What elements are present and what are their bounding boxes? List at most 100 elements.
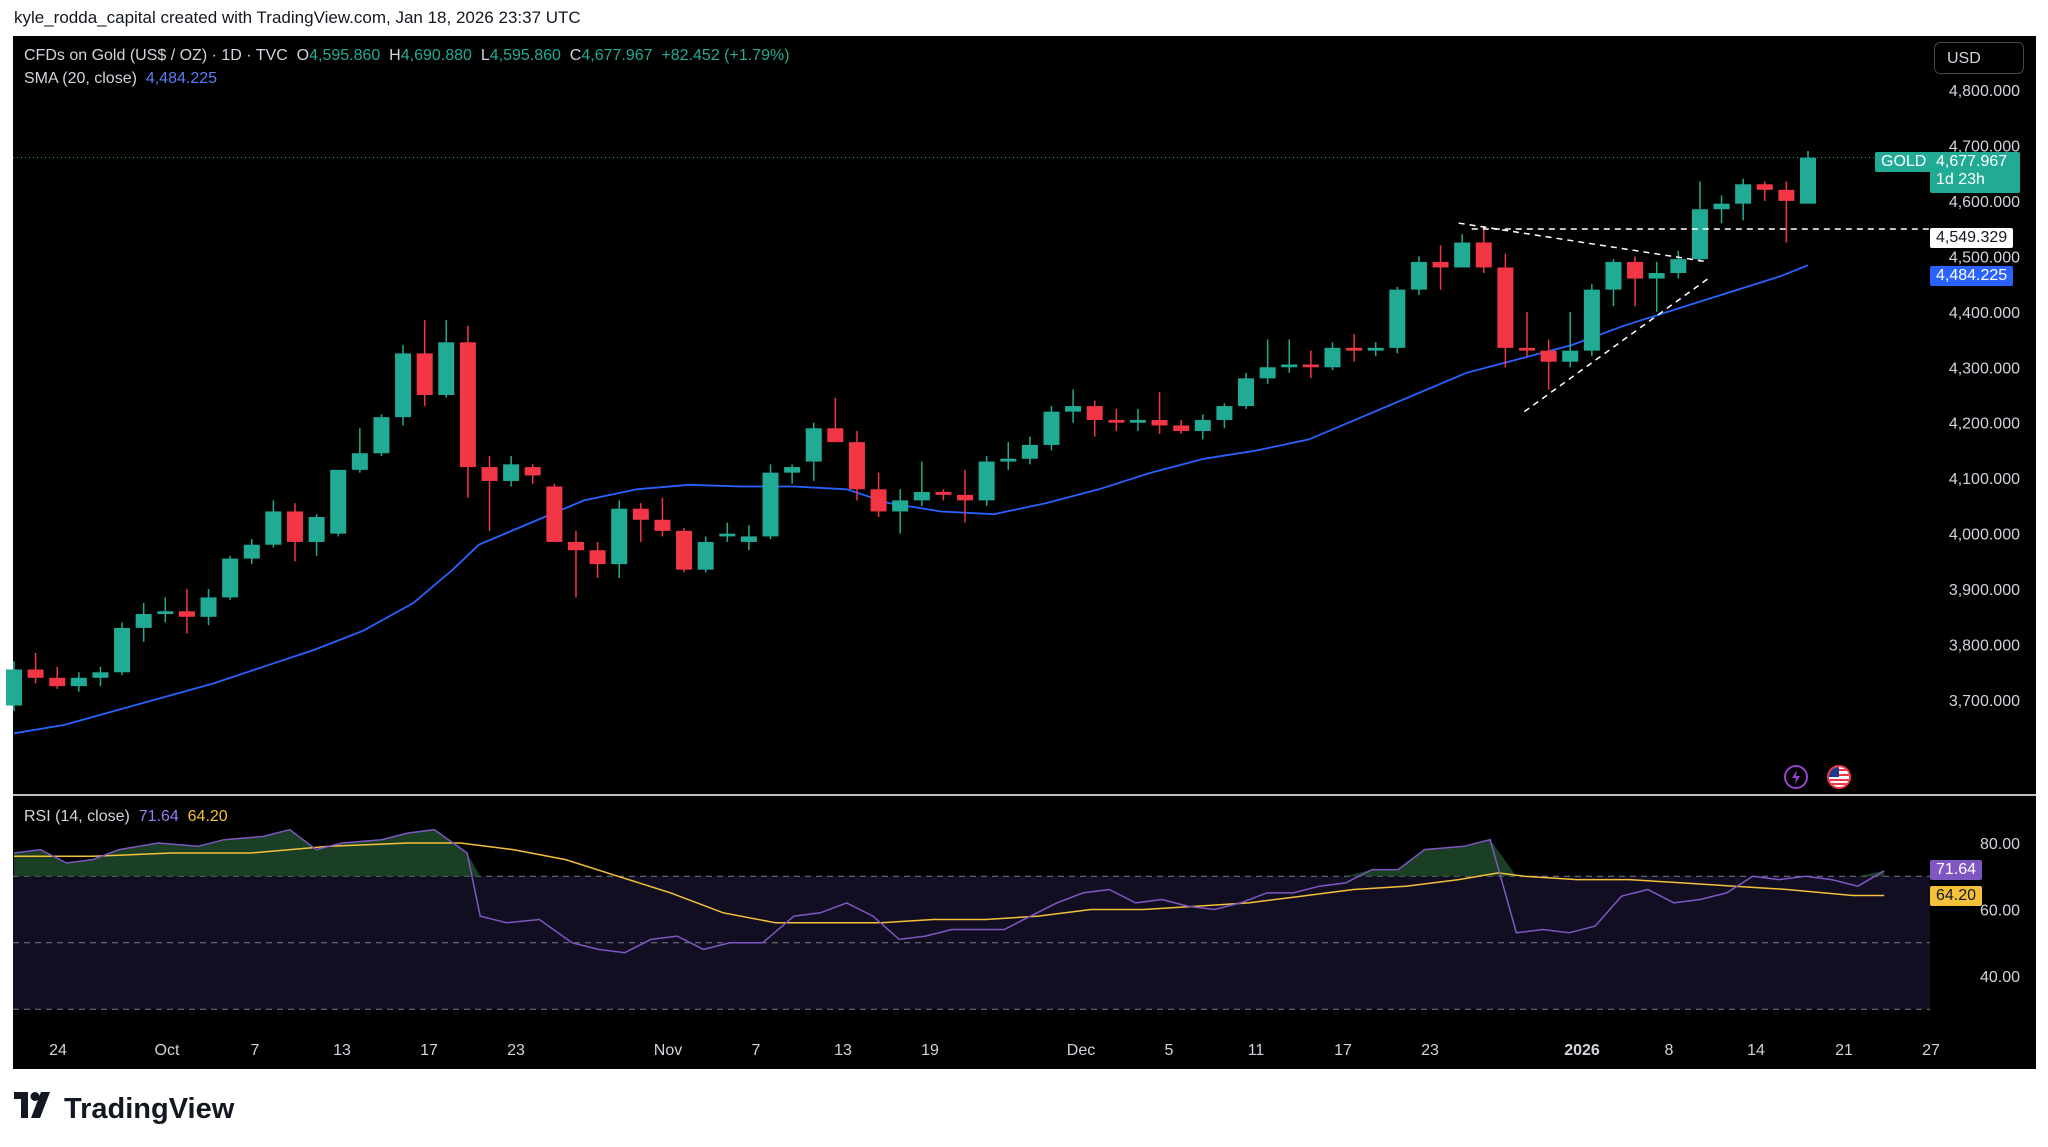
candle-body [1519, 347, 1536, 351]
price-tick-label: 4,100.000 [1949, 471, 2020, 488]
candle-body [1475, 242, 1492, 268]
time-tick-label: 21 [1835, 1042, 1853, 1059]
candle-body [481, 467, 498, 481]
time-tick-label: Nov [654, 1042, 682, 1059]
time-tick-label: 23 [1421, 1042, 1439, 1059]
high-label: H [389, 47, 401, 64]
time-tick-label: 5 [1165, 1042, 1174, 1059]
candle-body [1000, 458, 1017, 462]
price-tick-label: 4,200.000 [1949, 416, 2020, 433]
candle-body [1151, 419, 1168, 426]
candle-body [1778, 189, 1795, 201]
last-price-tag: 4,677.967 1d 23h [1930, 152, 2020, 193]
candle-body [438, 342, 455, 395]
time-tick-label: Oct [155, 1042, 180, 1059]
candle-body [114, 627, 131, 673]
sma-price-tag: 4,484.225 [1930, 266, 2014, 286]
chart-credit: kyle_rodda_capital created with TradingV… [14, 8, 581, 27]
candle-body [1324, 347, 1341, 368]
time-tick-label: 7 [752, 1042, 761, 1059]
candle-body [676, 530, 693, 570]
candle-body [265, 511, 282, 545]
time-tick-label: 13 [834, 1042, 852, 1059]
rsi-tick-label: 80.00 [1980, 836, 2020, 853]
candle-body [805, 428, 822, 462]
price-tick-label: 4,400.000 [1949, 305, 2020, 322]
close-value: 4,677.967 [581, 47, 653, 64]
candle-body [870, 489, 887, 512]
candle-body [1108, 419, 1125, 423]
candle-body [1259, 367, 1276, 379]
candle-body [157, 611, 174, 615]
tradingview-wordmark: TradingView [64, 1092, 235, 1125]
candle-body [1454, 242, 1471, 268]
rsi-layer: 80.00 60.00 40.00 [13, 828, 2020, 1010]
rsi-ma-value: 64.20 [187, 808, 228, 825]
candle-body [178, 611, 195, 617]
candle-body [1129, 419, 1146, 423]
price-tick-label: 3,700.000 [1949, 693, 2020, 710]
rsi-value-tag: 71.64 [1930, 860, 1983, 880]
time-tick-label: 14 [1747, 1042, 1765, 1059]
candle-body [49, 677, 66, 687]
candle-body [567, 541, 584, 551]
candle-body [92, 672, 109, 678]
candle-body [1281, 364, 1298, 368]
symbol-title: CFDs on Gold (US$ / OZ) · 1D · TVC [24, 47, 288, 64]
rsi-ma-tag: 64.20 [1930, 886, 1983, 906]
rsi-overbought-fill [14, 829, 1885, 877]
candle-body [1346, 347, 1363, 351]
us-flag-icon[interactable] [1827, 765, 1851, 789]
candle-body [1756, 184, 1773, 190]
price-tick-label: 3,900.000 [1949, 582, 2020, 599]
price-tick-label: 4,000.000 [1949, 527, 2020, 544]
candle-body [243, 544, 260, 559]
low-label: L [480, 47, 490, 64]
candle-body [913, 492, 930, 501]
candle-body [827, 428, 844, 443]
trendline [1523, 277, 1709, 413]
price-tick-label: 4,700.000 [1949, 138, 2020, 155]
candle-body [1194, 419, 1211, 432]
rsi-tick-label: 60.00 [1980, 903, 2020, 920]
rsi-value: 71.64 [138, 808, 179, 825]
candle-body [1173, 425, 1190, 432]
high-value: 4,690.880 [400, 47, 472, 64]
rsi-line [13, 828, 1885, 954]
time-tick-label: 7 [251, 1042, 260, 1059]
candle-body [697, 541, 714, 570]
price-legend: CFDs on Gold (US$ / OZ) · 1D · TVC O4,59… [24, 47, 790, 65]
open-value: 4,595.860 [309, 47, 381, 64]
candle-body [1497, 267, 1514, 348]
lightning-icon[interactable] [1784, 765, 1808, 789]
candle-body [978, 461, 995, 501]
low-value: 4,595.860 [489, 47, 561, 64]
candle-body [70, 677, 87, 687]
time-tick-label: 13 [333, 1042, 351, 1059]
candle-body [1086, 406, 1103, 420]
price-tick-label: 4,600.000 [1949, 194, 2020, 211]
currency-button[interactable]: USD [1934, 42, 2024, 74]
time-tick-label: 17 [1334, 1042, 1352, 1059]
time-tick-label: 23 [507, 1042, 525, 1059]
candle-body [1713, 203, 1730, 210]
time-tick-label: 8 [1665, 1042, 1674, 1059]
time-tick-label: Dec [1067, 1042, 1095, 1059]
rsi-label: RSI (14, close) [24, 808, 130, 825]
candle-body [373, 417, 390, 454]
sma-layer [13, 264, 1809, 735]
candle-body [1065, 406, 1082, 412]
candle-body [1735, 184, 1752, 204]
tradingview-logo[interactable]: TradingView [14, 1092, 234, 1126]
candle-body [1605, 261, 1622, 290]
candle-body [395, 353, 412, 418]
last-price-value: 4,677.967 [1936, 153, 2008, 170]
candle-body [740, 536, 757, 542]
candle-body [351, 453, 368, 470]
candle-body [848, 442, 865, 490]
price-tick-label: 4,500.000 [1949, 249, 2020, 266]
change-value: +82.452 (+1.79%) [661, 47, 790, 64]
rsi-legend: RSI (14, close) 71.64 64.20 [24, 808, 228, 826]
candle-body [330, 469, 347, 534]
